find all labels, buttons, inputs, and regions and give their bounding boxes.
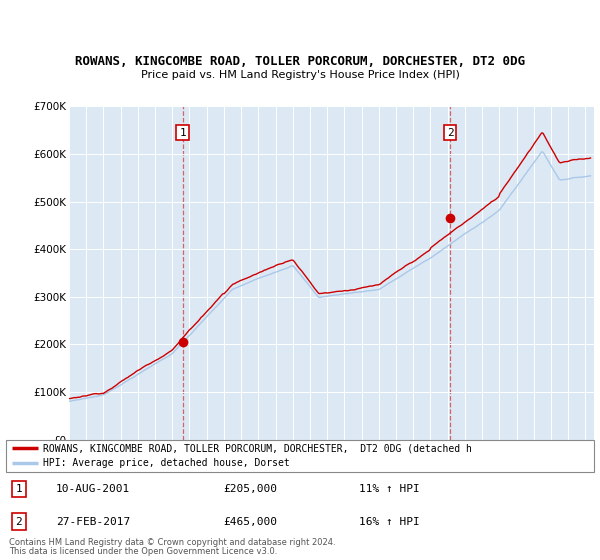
Text: Price paid vs. HM Land Registry's House Price Index (HPI): Price paid vs. HM Land Registry's House … (140, 69, 460, 80)
Text: 10-AUG-2001: 10-AUG-2001 (56, 484, 130, 494)
Text: 16% ↑ HPI: 16% ↑ HPI (359, 517, 419, 527)
Text: 27-FEB-2017: 27-FEB-2017 (56, 517, 130, 527)
Text: 2: 2 (16, 517, 22, 527)
Text: ROWANS, KINGCOMBE ROAD, TOLLER PORCORUM, DORCHESTER,  DT2 0DG (detached h: ROWANS, KINGCOMBE ROAD, TOLLER PORCORUM,… (43, 443, 472, 453)
Text: 1: 1 (16, 484, 22, 494)
Text: £465,000: £465,000 (224, 517, 278, 527)
Text: Contains HM Land Registry data © Crown copyright and database right 2024.: Contains HM Land Registry data © Crown c… (9, 539, 335, 548)
Text: 11% ↑ HPI: 11% ↑ HPI (359, 484, 419, 494)
Text: ROWANS, KINGCOMBE ROAD, TOLLER PORCORUM, DORCHESTER, DT2 0DG: ROWANS, KINGCOMBE ROAD, TOLLER PORCORUM,… (75, 55, 525, 68)
Text: 2: 2 (447, 128, 454, 138)
Text: This data is licensed under the Open Government Licence v3.0.: This data is licensed under the Open Gov… (9, 548, 277, 557)
Text: HPI: Average price, detached house, Dorset: HPI: Average price, detached house, Dors… (43, 458, 290, 468)
Text: £205,000: £205,000 (224, 484, 278, 494)
Text: 1: 1 (179, 128, 186, 138)
